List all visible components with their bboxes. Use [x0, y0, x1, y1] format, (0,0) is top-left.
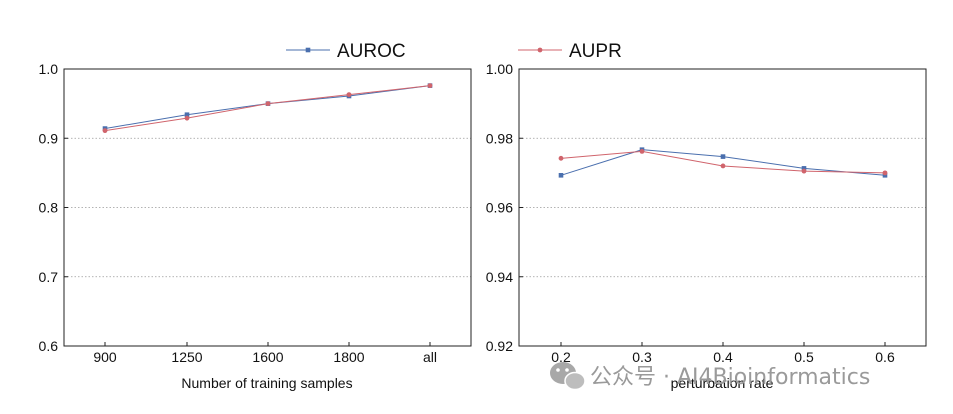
y-tick-label: 0.9: [39, 130, 59, 146]
data-point-1: [801, 168, 807, 174]
chart-training-samples: 0.6 0.7 0.8 0.9 1.0 900 1250 1600 1800 all Numbe…: [39, 41, 472, 391]
series-layer: [558, 147, 888, 178]
y-tick-label: 1.00: [486, 61, 513, 77]
data-point-1: [265, 101, 271, 107]
data-point-0: [882, 172, 888, 178]
watermark: 公众号 · AI4Bioinformatics: [550, 362, 870, 391]
y-tick-label: 0.6: [39, 338, 59, 354]
y-tick-label: 0.96: [486, 200, 513, 216]
data-point-0: [184, 112, 190, 118]
x-tick-label: 1800: [333, 349, 364, 365]
data-point-1: [882, 170, 888, 176]
legend-marker: [305, 47, 311, 53]
x-tick-label: 0.5: [794, 349, 814, 365]
legend: AUPR: [518, 41, 622, 62]
x-tick-label: 0.4: [713, 349, 733, 365]
y-axis: 0.92 0.94 0.96 0.98 1.00: [486, 61, 523, 354]
x-tick-label: 0.6: [875, 349, 895, 365]
x-axis: 0.2 0.3 0.4 0.5 0.6: [551, 342, 895, 365]
data-point-1: [558, 155, 564, 161]
x-tick-label: 1600: [252, 349, 283, 365]
data-point-1: [639, 149, 645, 154]
legend-marker: [537, 47, 543, 53]
x-axis-label: Number of training samples: [181, 375, 352, 391]
x-tick-label: 1250: [171, 349, 202, 365]
series-line-0: [104, 85, 431, 130]
watermark-text: 公众号 · AI4Bioinformatics: [590, 365, 870, 390]
y-tick-label: 0.92: [486, 338, 513, 354]
x-axis: 900 1250 1600 1800 all: [93, 342, 437, 365]
wechat-icon: [550, 362, 586, 391]
data-point-1: [102, 128, 108, 134]
data-point-1: [720, 163, 726, 169]
legend: AUROC: [286, 41, 406, 62]
x-tick-label: 0.3: [632, 349, 652, 365]
data-point-0: [720, 154, 726, 159]
series-layer: [102, 83, 433, 134]
legend-label: AUROC: [337, 41, 406, 62]
y-tick-label: 0.7: [39, 269, 59, 285]
x-axis-label: perturbation rate: [671, 375, 774, 391]
y-tick-label: 0.8: [39, 200, 59, 216]
data-point-1: [184, 115, 190, 121]
chart-perturbation-rate: 0.92 0.94 0.96 0.98 1.00 0.2 0.3 0.4 0.5 0.6 per…: [486, 41, 927, 391]
legend-label: AUPR: [569, 41, 622, 62]
grid-lines: [64, 137, 471, 278]
x-tick-label: 900: [93, 349, 117, 365]
y-tick-label: 0.94: [486, 269, 513, 285]
y-tick-label: 1.0: [39, 61, 59, 77]
x-tick-label: 0.2: [551, 349, 571, 365]
data-point-1: [427, 83, 433, 89]
x-tick-label: all: [423, 349, 437, 365]
data-point-0: [801, 166, 807, 171]
data-point-1: [346, 92, 352, 98]
grid-lines: [519, 137, 926, 278]
y-tick-label: 0.98: [486, 130, 513, 146]
data-point-0: [558, 172, 564, 178]
y-axis: 0.6 0.7 0.8 0.9 1.0: [39, 61, 68, 354]
